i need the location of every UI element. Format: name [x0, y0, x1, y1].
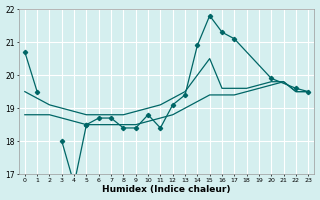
X-axis label: Humidex (Indice chaleur): Humidex (Indice chaleur)	[102, 185, 231, 194]
